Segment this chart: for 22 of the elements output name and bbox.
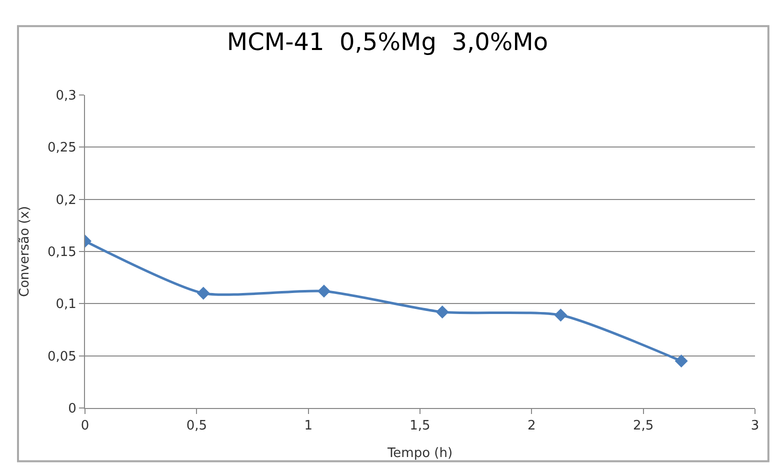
- point: [554, 308, 568, 322]
- y-tick-label: 0: [68, 402, 76, 417]
- y-tick-label: 0,25: [47, 140, 76, 156]
- x-tick-label: 0: [80, 418, 90, 434]
- y-tick-label: 0,15: [47, 245, 76, 260]
- y-tick-label: 0,3: [56, 88, 76, 104]
- point: [317, 284, 330, 298]
- x-tick-label: 0,5: [186, 418, 208, 434]
- point: [674, 354, 688, 368]
- y-tick-label: 0,1: [56, 297, 76, 312]
- x-tick-label: 3: [750, 418, 760, 434]
- x-tick-label: 2,5: [632, 418, 654, 434]
- y-tick-label: 0,05: [47, 349, 76, 364]
- x-tick-label: 1,5: [410, 418, 430, 434]
- chart-title: MCM-41 0,5%Mg 3,0%Mo: [226, 28, 548, 56]
- y-tick-label: 0,2: [56, 192, 76, 208]
- y-axis-title: Conversão (x): [17, 206, 32, 297]
- x-tick-label: 1: [304, 418, 312, 434]
- point: [436, 306, 449, 319]
- x-axis-title: Tempo (h): [386, 446, 453, 462]
- point: [196, 286, 210, 300]
- x-tick-label: 2: [528, 418, 536, 434]
